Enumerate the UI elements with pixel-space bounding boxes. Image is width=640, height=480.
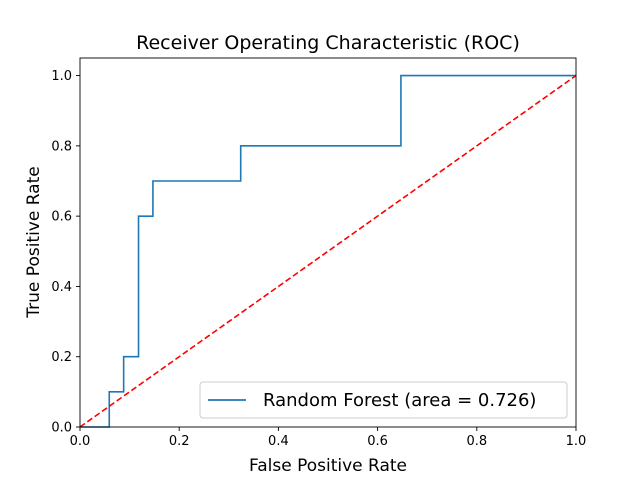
axes: 0.0 0.2 0.4 0.6 0.8 1.0 0.0 0.2 0.4 0.6 0.8 1.0 — [51, 57, 587, 449]
plot-area — [79, 74, 577, 428]
x-axis-label: False Positive Rate — [249, 456, 407, 476]
legend: Random Forest (area = 0.726) — [199, 381, 568, 419]
y-tick-label: 0.0 — [51, 421, 72, 436]
series-line-0 — [80, 74, 576, 428]
legend-box — [199, 381, 568, 419]
y-tick-label: 1.0 — [51, 69, 72, 84]
y-tick-label: 0.2 — [51, 350, 72, 365]
x-tick-label: 0.4 — [268, 434, 289, 449]
x-tick-label: 1.0 — [566, 434, 587, 449]
legend-label: Random Forest (area = 0.726) — [263, 390, 536, 411]
y-tick-label: 0.6 — [51, 210, 72, 225]
y-tick-label: 0.4 — [51, 280, 72, 295]
x-tick-label: 0.8 — [466, 434, 487, 449]
reference-diagonal-line — [79, 74, 577, 428]
chart-title: Receiver Operating Characteristic (ROC) — [136, 32, 520, 54]
x-tick-label: 0.0 — [70, 434, 91, 449]
y-tick-label: 0.8 — [51, 139, 72, 154]
x-tick-label: 0.2 — [169, 434, 190, 449]
y-axis-label: True Positive Rate — [24, 166, 44, 318]
axes-frame — [79, 57, 577, 428]
x-tick-label: 0.6 — [367, 434, 388, 449]
